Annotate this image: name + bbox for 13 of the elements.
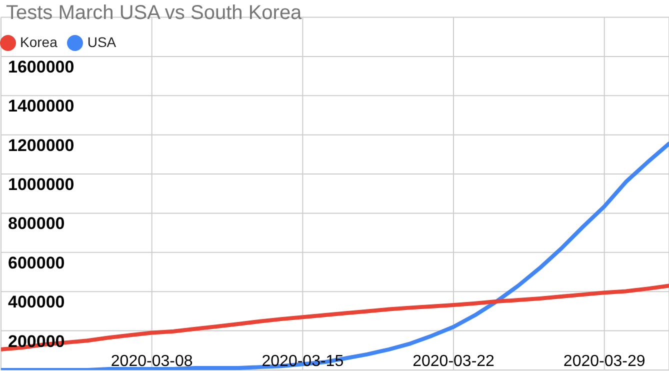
y-tick-label: 400000 xyxy=(8,292,65,312)
y-tick-label: 1000000 xyxy=(8,175,74,194)
y-tick-label: 1600000 xyxy=(8,57,74,76)
y-tick-label: 800000 xyxy=(8,214,65,234)
legend-label: Korea xyxy=(20,34,58,50)
y-tick-label: 600000 xyxy=(8,253,65,272)
x-tick-label: 2020-03-29 xyxy=(563,353,646,370)
y-tick-label: 1400000 xyxy=(8,96,74,116)
x-tick-label: 2020-03-08 xyxy=(110,353,193,370)
x-tick-label: 2020-03-22 xyxy=(412,353,495,370)
chart-title: Tests March USA vs South Korea xyxy=(6,2,302,25)
legend-label: USA xyxy=(87,34,116,50)
y-tick-label: 1200000 xyxy=(8,136,74,155)
